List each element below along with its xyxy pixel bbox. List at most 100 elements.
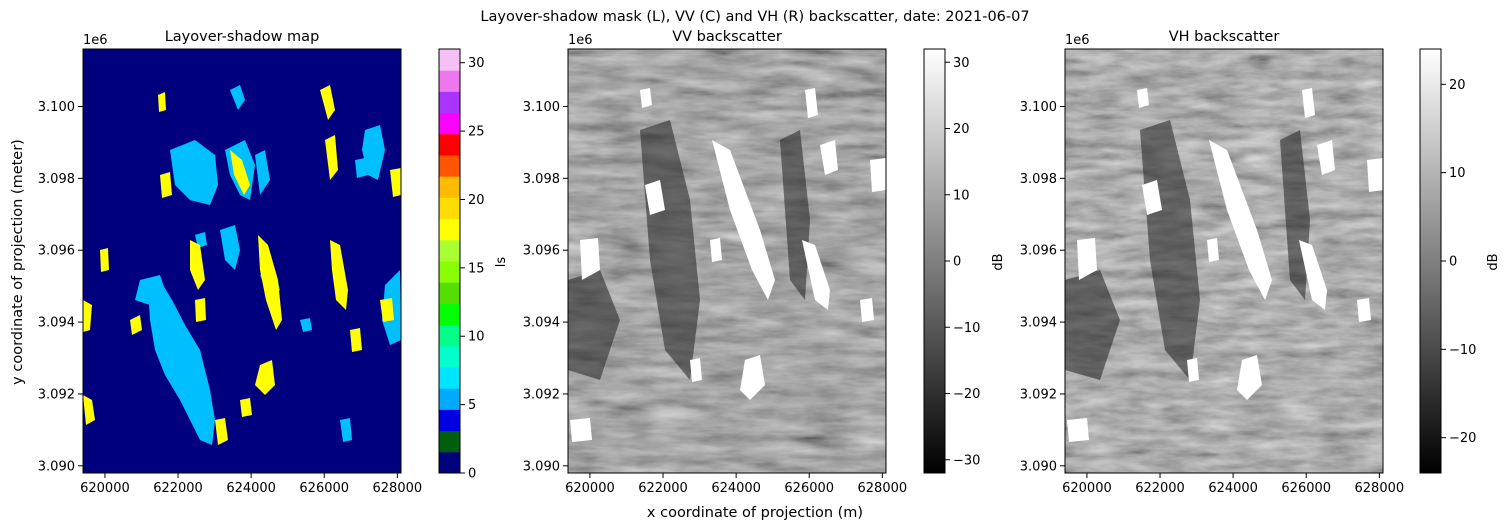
colorbar-tick-label: 0 <box>468 467 476 482</box>
colorbar-segment <box>439 113 460 135</box>
colorbar-segment <box>439 346 460 368</box>
y-tick-label: 3.096 <box>38 244 75 259</box>
y-tick-label: 3.098 <box>1020 172 1057 187</box>
colorbar-label-vh: dB <box>1486 253 1501 270</box>
x-tick-label: 628000 <box>373 481 423 496</box>
x-tick-label: 622000 <box>638 481 688 496</box>
y-tick-label: 3.090 <box>38 459 75 474</box>
x-tick-label: 626000 <box>299 481 349 496</box>
x-tick-label: 620000 <box>1062 481 1112 496</box>
y-tick-label: 3.092 <box>1020 387 1057 402</box>
panel-layover-shadow: Layover-shadow map 1e6 <box>38 29 509 496</box>
colorbar-tick-label: 20 <box>1449 78 1466 93</box>
y-ticks-vh: 3.090 3.092 3.094 3.096 3.098 3.100 <box>1020 100 1065 474</box>
colorbar-tick-label: 25 <box>468 125 485 140</box>
x-tick-label: 626000 <box>1281 481 1331 496</box>
x-tick-label: 628000 <box>1355 481 1405 496</box>
colorbar-tick-label: 30 <box>953 56 970 71</box>
y-tick-label: 3.100 <box>523 100 560 115</box>
y-tick-label: 3.090 <box>523 459 560 474</box>
colorbar-segment <box>439 303 460 325</box>
figure-suptitle: Layover-shadow mask (L), VV (C) and VH (… <box>480 9 1029 25</box>
x-ticks-layover: 620000 622000 624000 626000 628000 <box>80 473 422 496</box>
y-tick-label: 3.094 <box>1020 316 1057 331</box>
colorbar-vv: −30 −20 −10 0 10 20 30 <box>924 49 980 473</box>
colorbar-tick-label: 15 <box>468 261 485 276</box>
x-ticks-vh: 620000 622000 624000 626000 628000 <box>1062 473 1404 496</box>
colorbar-segment <box>439 431 460 453</box>
vv-raster <box>568 49 886 473</box>
y-ticks-layover: 3.090 3.092 3.094 3.096 3.098 3.100 <box>38 100 83 474</box>
colorbar-segment <box>439 91 460 113</box>
colorbar-segment <box>439 176 460 198</box>
colorbar-segment <box>439 261 460 283</box>
panel-vh-backscatter: VH backscatter 1e6 <box>1020 29 1501 496</box>
x-ticks-vv: 620000 622000 624000 626000 628000 <box>565 473 907 496</box>
colorbar-segment <box>439 325 460 347</box>
colorbar-tick-label: 30 <box>468 56 485 71</box>
colorbar-tick-label: 20 <box>953 122 970 137</box>
y-tick-label: 3.100 <box>1020 100 1057 115</box>
colorbar-segment <box>439 49 460 71</box>
colorbar-tick-label: 10 <box>468 330 485 345</box>
colorbar-segment <box>439 240 460 262</box>
colorbar-segment <box>439 282 460 304</box>
y-tick-label: 3.094 <box>38 316 75 331</box>
colorbar-segment <box>439 70 460 92</box>
colorbar-layover: 0 5 10 15 20 25 30 <box>439 49 485 482</box>
colorbar-label-vv: dB <box>991 253 1006 270</box>
colorbar-segment <box>439 367 460 389</box>
x-tick-label: 620000 <box>80 481 130 496</box>
colorbar-tick-label: 0 <box>953 255 961 270</box>
y-tick-label: 3.094 <box>523 316 560 331</box>
colorbar-segment <box>439 197 460 219</box>
y-offset-label: 1e6 <box>83 33 108 48</box>
y-offset-label: 1e6 <box>568 33 593 48</box>
x-tick-label: 622000 <box>1135 481 1185 496</box>
colorbar-tick-label: −20 <box>953 387 980 402</box>
colorbar-tick-label: −10 <box>1449 343 1476 358</box>
y-tick-label: 3.092 <box>38 387 75 402</box>
colorbar-tick-label: −30 <box>953 453 980 468</box>
y-axis-label: y coordinate of projection (meter) <box>10 139 26 385</box>
y-tick-label: 3.098 <box>38 172 75 187</box>
y-tick-label: 3.098 <box>523 172 560 187</box>
y-ticks-vv: 3.090 3.092 3.094 3.096 3.098 3.100 <box>523 100 568 474</box>
colorbar-vh: −20 −10 0 10 20 <box>1420 49 1476 473</box>
colorbar-tick-label: 10 <box>1449 166 1466 181</box>
colorbar-tick-label: 5 <box>468 398 476 413</box>
panel-title-vv: VV backscatter <box>672 29 782 45</box>
x-tick-label: 624000 <box>711 481 761 496</box>
colorbar-segment <box>439 409 460 431</box>
vh-raster <box>1065 49 1383 473</box>
colorbar-tick-label: −10 <box>953 321 980 336</box>
colorbar-segment <box>439 388 460 410</box>
colorbar-label-layover: ls <box>494 257 509 268</box>
x-tick-label: 624000 <box>226 481 276 496</box>
x-tick-label: 624000 <box>1208 481 1258 496</box>
panel-vv-backscatter: VV backscatter 1e6 <box>523 29 1006 496</box>
panel-title-vh: VH backscatter <box>1169 29 1280 45</box>
colorbar-tick-label: −20 <box>1449 431 1476 446</box>
colorbar-gradient <box>924 49 945 473</box>
layover-shadow-raster <box>83 49 401 473</box>
panel-title-layover: Layover-shadow map <box>165 29 320 45</box>
y-tick-label: 3.100 <box>38 100 75 115</box>
colorbar-gradient <box>1420 49 1441 473</box>
colorbar-tick-label: 0 <box>1449 255 1457 270</box>
y-tick-label: 3.092 <box>523 387 560 402</box>
y-offset-label: 1e6 <box>1065 33 1090 48</box>
y-tick-label: 3.096 <box>523 244 560 259</box>
colorbar-segment <box>439 219 460 241</box>
colorbar-tick-label: 10 <box>953 188 970 203</box>
colorbar-segment <box>439 452 460 474</box>
x-tick-label: 626000 <box>784 481 834 496</box>
x-tick-label: 628000 <box>858 481 908 496</box>
x-axis-label: x coordinate of projection (m) <box>647 505 863 521</box>
colorbar-tick-label: 20 <box>468 193 485 208</box>
x-tick-label: 620000 <box>565 481 615 496</box>
y-tick-label: 3.090 <box>1020 459 1057 474</box>
y-tick-label: 3.096 <box>1020 244 1057 259</box>
colorbar-segment <box>439 134 460 156</box>
